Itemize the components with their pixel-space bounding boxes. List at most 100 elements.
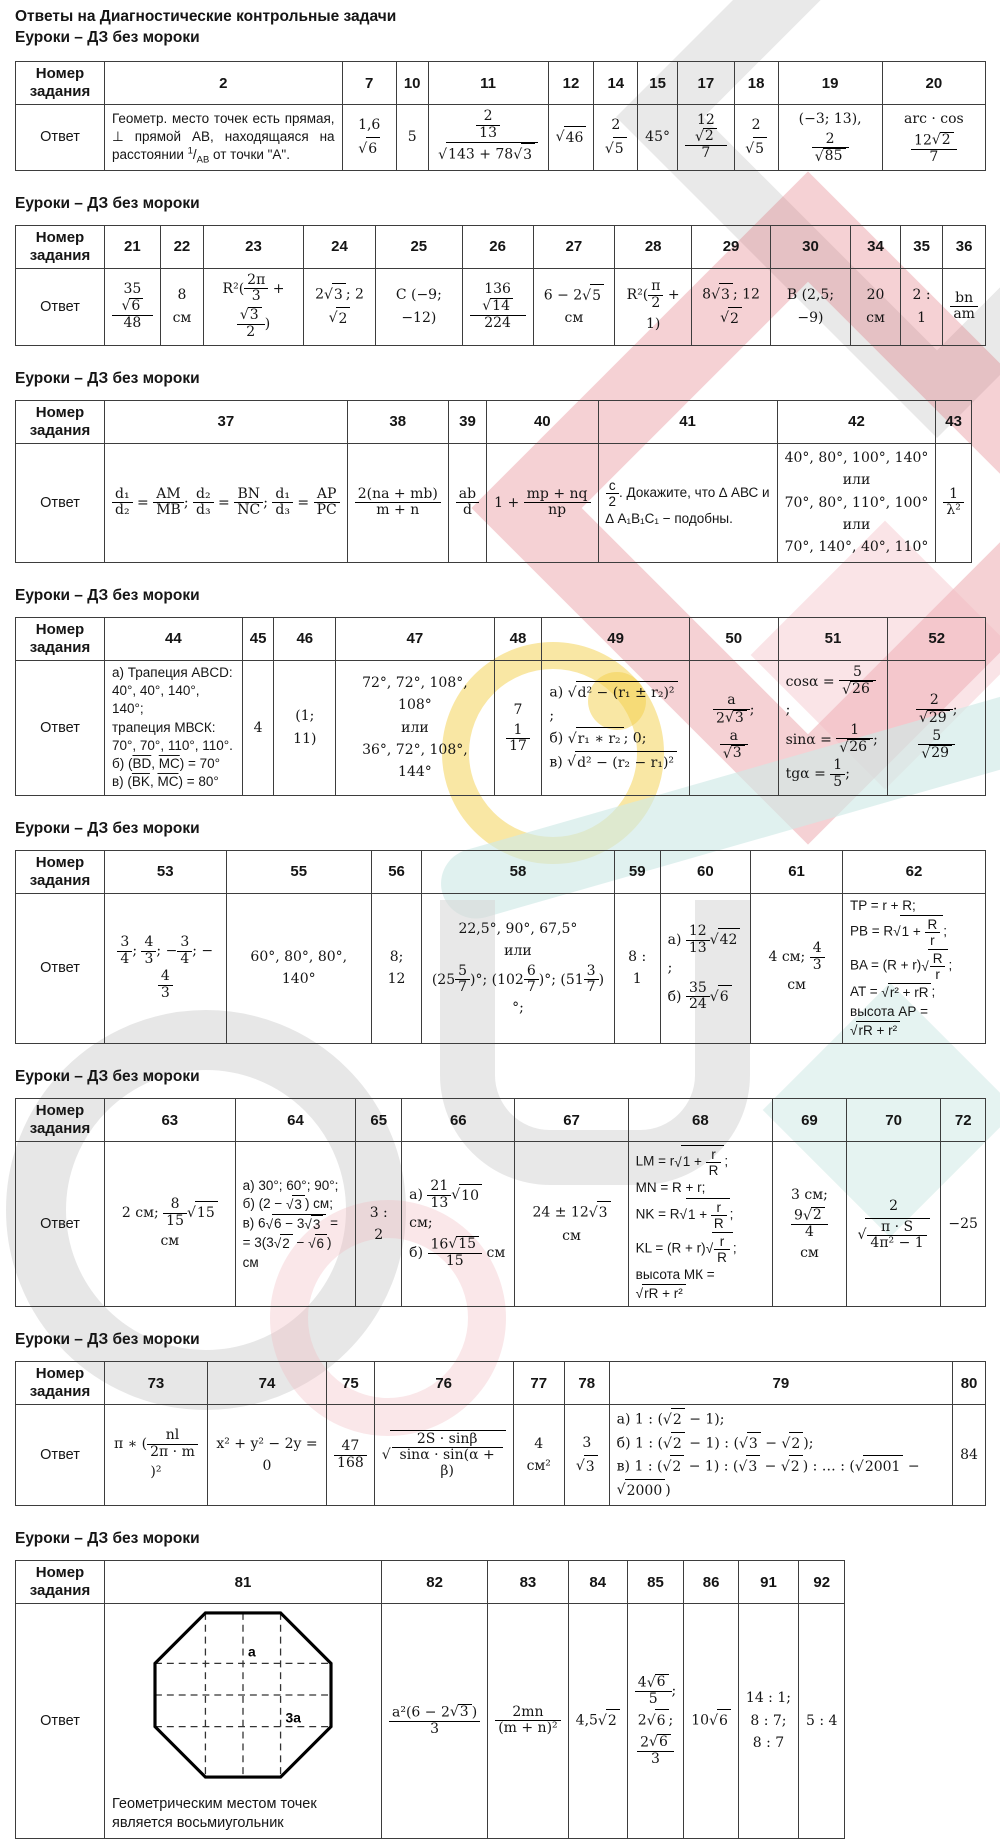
answer-cell: 1 + mp + nq np — [486, 442, 599, 563]
task-number: 64 — [234, 1098, 357, 1143]
answer-row-label: Ответ — [15, 1141, 105, 1308]
answers-table-4: Номер задания 44 45 46 47 48 49 50 51 52 Ответ а) Т… — [15, 616, 986, 796]
task-number: 17 — [677, 61, 735, 105]
answer-cell: 3 4; 4 3; −3 4; −4 3 — [104, 892, 227, 1045]
task-number: 15 — [637, 61, 678, 105]
task-number: 22 — [159, 224, 205, 269]
answers-table-8: Номер задания 81 82 83 84 85 86 91 92 Ответ a 3a Гео… — [15, 1560, 846, 1839]
task-number: 67 — [514, 1098, 629, 1143]
row-header-cell: Номер задания — [15, 1098, 105, 1143]
task-number: 25 — [375, 224, 463, 269]
answer-cell: 136 √ 14 224 — [461, 267, 534, 346]
task-number: 47 — [335, 616, 495, 661]
task-number: 43 — [935, 399, 972, 444]
answer-cell: 2 √ 5 — [593, 104, 639, 171]
answer-cell: 2 √ 3; 2 √ 2 — [302, 267, 377, 346]
answers-table-6: Номер задания 63 64 65 66 67 68 69 70 72 Ответ 2 см… — [15, 1098, 986, 1308]
answer-cell: bn am — [942, 267, 986, 346]
answer-cell: 40°, 80°, 100°, 140° или 70°, 80°, 110°, 1… — [776, 442, 937, 563]
answer-cell: (−3; 13), 2 √ 85 — [777, 104, 883, 171]
answer-cell: π ∗ (nl 2π · m)² — [104, 1404, 208, 1507]
answer-cell: 5 : 4 — [797, 1603, 846, 1839]
task-number: 75 — [326, 1361, 375, 1406]
answer-cell: arc · cos 12 √ 2 7 — [881, 104, 987, 171]
answer-cell: а) √ d² − (r₁ ± r₂)²; б) √ r₁ ∗ r₂; 0; в) √ d… — [541, 659, 690, 796]
task-number: 50 — [688, 616, 779, 661]
answer-cell: 8 √ 3; 12 √ 2 — [691, 267, 771, 346]
tables-host: Номер задания 2 7 10 11 12 14 15 17 18 19 20 Ответ Ге… — [15, 61, 987, 1839]
answer-cell: 47 168 — [326, 1404, 375, 1507]
answer-cell: 3 : 2 — [355, 1141, 403, 1308]
task-number: 58 — [421, 849, 615, 894]
section-subtitle: Еуроки – ДЗ без мороки — [15, 194, 200, 212]
answer-cell: 8 : 1 — [613, 892, 661, 1045]
answers-table-3: Номер задания 37 38 39 40 41 42 43 Ответ d₁ d₂ = A… — [15, 399, 972, 563]
answer-cell: 2 √ 29; 5 √ 29 — [887, 659, 986, 796]
answer-cell: B (2,5; −9) — [769, 267, 852, 346]
answers-table-2: Номер задания 21 22 23 24 25 26 27 28 29 30 34 35 36 О… — [15, 224, 986, 346]
task-number: 59 — [613, 849, 661, 894]
task-number: 70 — [845, 1098, 942, 1143]
answer-cell: 2 см; 8 15 √ 15 см — [104, 1141, 236, 1308]
table-section-3: Еуроки – ДЗ без мороки Номер задания 37 38 3… — [15, 370, 986, 563]
answer-cell: 35 √ 6 48 — [104, 267, 161, 346]
answer-cell: (1; 11) — [273, 659, 337, 796]
row-header-cell: Номер задания — [15, 1560, 105, 1605]
task-number: 37 — [104, 399, 348, 444]
answer-cell: 3 см; 9 √ 2 4 см — [772, 1141, 847, 1308]
answer-cell: 4 √ 6 5; 2 √ 6; 2 √ 6 3 — [626, 1603, 685, 1839]
task-number: 63 — [104, 1098, 236, 1143]
answer-row-label: Ответ — [15, 442, 105, 563]
task-number: 12 — [547, 61, 595, 105]
octagon-figure: a 3a Геометрическим местом точек является … — [112, 1607, 374, 1833]
answer-cell: 24 ± 12 √ 3 см — [514, 1141, 629, 1308]
answer-cell: а) 12 13 √ 42; б) 35 24 √ 6 — [659, 892, 752, 1045]
task-number: 81 — [104, 1560, 382, 1605]
task-number: 36 — [942, 224, 986, 269]
answer-cell: 8; 12 — [370, 892, 423, 1045]
answer-cell: −25 — [940, 1141, 986, 1308]
answer-cell: √ 2S · sinβ sinα · sin(α + β) — [373, 1404, 514, 1507]
task-number: 11 — [427, 61, 549, 105]
answer-cell: 45° — [637, 104, 678, 171]
answer-cell: 4 — [241, 659, 275, 796]
answer-cell: а) 30°; 60°; 90°; б) (2 − √ 3) см; в) 6 √ 6 −… — [234, 1141, 357, 1308]
answer-cell: 4,5 √ 2 — [567, 1603, 628, 1839]
task-number: 20 — [881, 61, 987, 105]
row-header-cell: Номер задания — [15, 849, 105, 894]
table-section-5: Еуроки – ДЗ без мороки Номер задания 53 55 5… — [15, 820, 986, 1045]
task-number: 35 — [899, 224, 944, 269]
task-number: 26 — [461, 224, 534, 269]
task-number: 86 — [683, 1560, 739, 1605]
answer-cell: 20 см — [850, 267, 901, 346]
task-number: 83 — [487, 1560, 569, 1605]
task-number: 19 — [777, 61, 883, 105]
answer-cell: 7 1 17 — [493, 659, 543, 796]
task-number: 65 — [355, 1098, 403, 1143]
answer-cell: 2 : 1 — [899, 267, 944, 346]
task-number: 41 — [597, 399, 778, 444]
table-section-6: Еуроки – ДЗ без мороки Номер задания 63 64 6… — [15, 1068, 986, 1308]
answer-cell: 2 √ 5 — [733, 104, 779, 171]
task-number: 78 — [563, 1361, 610, 1406]
answer-cell: C (−9; −12) — [375, 267, 463, 346]
answer-cell: R²(π 2 + 1) — [614, 267, 693, 346]
answer-cell: 14 : 1; 8 : 7; 8 : 7 — [737, 1603, 799, 1839]
task-number: 23 — [203, 224, 304, 269]
table-section-2: Еуроки – ДЗ без мороки Номер задания 21 22 2… — [15, 195, 986, 346]
octagon-label-3a: 3a — [286, 1710, 302, 1726]
task-number: 84 — [567, 1560, 628, 1605]
answer-row-label: Ответ — [15, 892, 105, 1045]
task-number: 76 — [373, 1361, 514, 1406]
answers-table-1: Номер задания 2 7 10 11 12 14 15 17 18 19 20 Ответ Ге… — [15, 61, 987, 171]
task-number: 38 — [346, 399, 449, 444]
task-number: 51 — [777, 616, 889, 661]
answer-cell: R²(2π 3 + √ 3 2) — [203, 267, 304, 346]
answer-cell: 1 λ² — [935, 442, 972, 563]
answer-row-label: Ответ — [15, 1603, 105, 1839]
task-number: 74 — [206, 1361, 328, 1406]
answer-cell: 2mn (m + n)² — [487, 1603, 569, 1839]
